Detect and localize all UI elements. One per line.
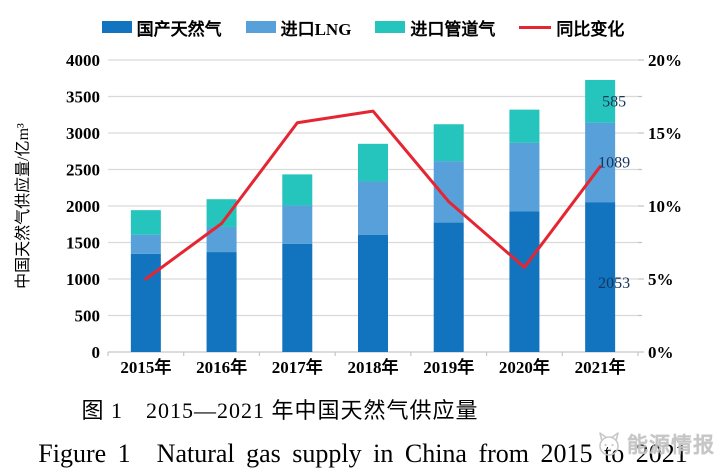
left-axis-tick-label: 2000 (66, 197, 100, 216)
x-axis-label: 2017年 (272, 357, 323, 377)
bar-value-label: 2053 (598, 275, 630, 292)
x-axis-label: 2015年 (120, 357, 171, 377)
legend-line-swatch-yoy (519, 25, 552, 29)
left-axis-tick-label: 1000 (66, 270, 100, 289)
left-axis-tick-label: 3000 (66, 124, 100, 143)
watermark-text: 能源情报 (627, 433, 715, 457)
legend-label: 进口管道气 (410, 19, 496, 39)
bar-segment-1-2021年 (585, 122, 616, 203)
legend-item-pipeline-gas: 进口管道气 (375, 15, 495, 40)
bar-value-label: 1089 (598, 154, 630, 171)
stacked-bar-line-chart: 2053 1089 585 0 500 1000 1500 2000 2500 3000 3500 4… (13, 51, 682, 377)
legend-item-yoy-change: 同比变化 (519, 15, 624, 40)
bar-segment-0-2018年 (358, 234, 388, 352)
bar-segment-2-2015年 (130, 210, 161, 235)
bar-segment-1-2020年 (509, 142, 540, 212)
watermark: 能源情报 (594, 423, 726, 465)
bar-segment-0-2020年 (509, 211, 540, 352)
right-axis-tick-label: 5% (648, 270, 674, 289)
left-axis-tick-label: 1500 (66, 234, 100, 253)
right-axis-tick-label: 10% (648, 197, 682, 216)
bar-segment-2-2020年 (509, 109, 540, 143)
bar-segment-0-2021年 (585, 202, 616, 352)
right-axis-tick-label: 20% (648, 51, 682, 70)
legend-label: 同比变化 (556, 19, 625, 39)
bar-segment-0-2016年 (206, 252, 237, 352)
watermark-cat-logo-icon (599, 432, 619, 456)
x-axis-label: 2021年 (575, 357, 626, 377)
x-axis-label: 2018年 (348, 357, 399, 377)
figure-caption-zh: 图 1 2015—2021 年中国天然气供应量 (81, 398, 479, 423)
legend-label: 进口LNG (280, 19, 352, 39)
x-axis-label: 2019年 (423, 357, 474, 377)
bar-segment-2-2019年 (433, 124, 464, 162)
legend-item-imported-lng: 进口LNG (245, 15, 352, 40)
x-axis-label: 2016年 (196, 357, 247, 377)
legend-label: 国产天然气 (136, 19, 222, 39)
y-axis-title: 中国天然气供应量/亿m³ (13, 123, 32, 289)
bar-segment-1-2017年 (282, 205, 313, 244)
bar-segment-0-2019年 (433, 222, 464, 352)
left-axis-tick-label: 0 (92, 343, 101, 362)
bar-segment-2-2018年 (358, 143, 388, 182)
right-axis-tick-label: 0% (648, 343, 674, 362)
bar-segment-2-2017年 (282, 174, 313, 206)
bar-segment-1-2019年 (433, 161, 464, 223)
left-axis-tick-label: 3500 (66, 88, 100, 107)
bar-segment-2-2021年 (585, 79, 616, 123)
chart-legend: 国产天然气 进口LNG 进口管道气 同比变化 (0, 13, 726, 41)
bar-value-label: 585 (602, 93, 626, 110)
left-axis-tick-label: 4000 (66, 51, 100, 70)
yoy-change-line (144, 109, 602, 281)
figure-caption-en: Figure 1 Natural gas supply in China fro… (38, 439, 688, 468)
x-axis-label: 2020年 (499, 357, 550, 377)
right-axis-tick-label: 15% (648, 124, 682, 143)
bar-segment-0-2015年 (130, 253, 161, 352)
legend-swatch-imported-lng (245, 21, 276, 33)
bar-segment-1-2018年 (358, 181, 388, 235)
legend-swatch-domestic-gas (101, 21, 132, 33)
bar-segment-0-2017年 (282, 243, 313, 352)
left-axis-tick-label: 500 (75, 307, 101, 326)
bar-segment-1-2015年 (130, 234, 161, 254)
legend-swatch-pipeline-gas (375, 21, 406, 33)
left-axis-tick-label: 2500 (66, 161, 100, 180)
legend-item-domestic-gas: 国产天然气 (101, 15, 222, 40)
